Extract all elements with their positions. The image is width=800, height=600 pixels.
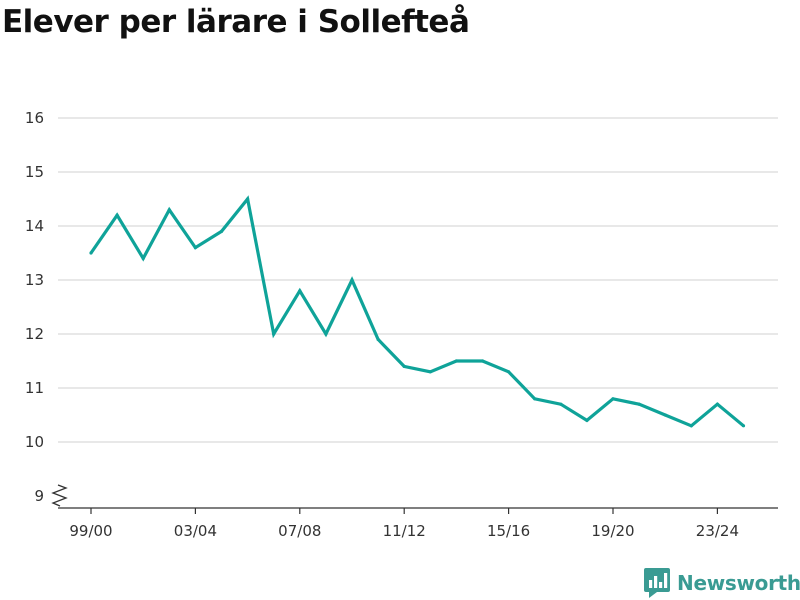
data-point	[428, 370, 432, 374]
data-point	[741, 424, 746, 428]
y-tick-label: 16	[25, 109, 44, 127]
series-line	[89, 195, 745, 428]
x-tick-label: 03/04	[174, 522, 217, 540]
data-point	[480, 359, 485, 363]
data-point	[507, 370, 511, 374]
y-tick-label: 9	[34, 487, 44, 505]
data-point	[454, 359, 458, 363]
data-point	[585, 418, 589, 422]
y-tick-label: 12	[25, 325, 44, 343]
data-point	[324, 332, 328, 336]
chart-title: Elever per lärare i Sollefteå	[2, 4, 470, 40]
data-point	[402, 364, 406, 368]
x-axis	[51, 484, 778, 509]
data-point	[246, 197, 250, 201]
data-point	[533, 397, 537, 401]
y-axis-break-icon	[51, 484, 68, 507]
data-point	[559, 402, 563, 406]
newsworthy-brand: Newsworthy	[644, 566, 800, 600]
data-point	[272, 332, 276, 336]
y-axis-tick-labels: 9 10 11 12 13 14 15 16	[25, 109, 44, 505]
data-point	[89, 251, 93, 255]
data-point	[115, 213, 119, 217]
x-tick-label: 07/08	[278, 522, 321, 540]
x-tick-label: 15/16	[487, 522, 530, 540]
data-point	[715, 402, 720, 406]
brand-name: Newsworthy	[677, 571, 800, 595]
data-point	[637, 402, 641, 406]
data-point	[141, 256, 145, 260]
x-tick-label: 23/24	[696, 522, 739, 540]
y-tick-label: 11	[25, 379, 44, 397]
data-point	[193, 246, 197, 250]
y-tick-label: 13	[25, 271, 44, 289]
data-point	[219, 229, 224, 233]
data-point	[611, 397, 615, 401]
x-tick-label: 19/20	[591, 522, 634, 540]
data-point	[350, 278, 354, 282]
y-tick-label: 10	[25, 433, 44, 451]
data-point	[298, 289, 302, 293]
x-axis-ticks: 99/00 03/04 07/08 11/12 15/16 19/20 23/24	[69, 508, 739, 540]
series-group	[89, 195, 746, 428]
data-point	[167, 208, 171, 212]
data-point	[376, 337, 380, 341]
x-tick-label: 99/00	[69, 522, 112, 540]
newsworthy-logo-icon	[644, 568, 670, 598]
gridlines	[58, 117, 778, 443]
data-point	[663, 413, 667, 417]
data-point	[689, 424, 693, 428]
x-tick-label: 11/12	[383, 522, 426, 540]
y-tick-label: 14	[25, 217, 44, 235]
y-tick-label: 15	[25, 163, 44, 181]
